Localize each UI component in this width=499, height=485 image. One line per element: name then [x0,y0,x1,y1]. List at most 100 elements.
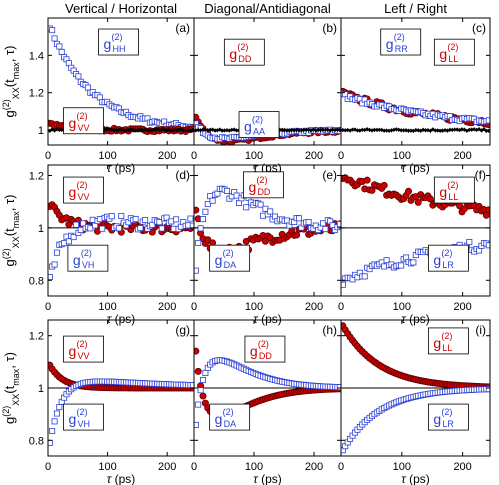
data-point [116,127,121,132]
data-point [194,367,202,375]
legend-subscript: LR [442,260,454,270]
data-point [319,220,326,227]
data-point [267,208,274,215]
data-point [195,240,202,247]
data-point [208,127,213,133]
data-point [367,127,372,133]
data-point [115,225,122,232]
x-axis-label: τ (ps) [401,312,430,326]
data-point [316,127,321,133]
legend-superscript: (2) [77,111,88,121]
x-tick-label: 100 [98,461,116,473]
legend-symbol: g [215,411,223,427]
x-tick-label: 0 [191,301,197,313]
y-tick-label: 1.4 [29,50,44,62]
data-point [293,231,301,239]
data-point [137,225,144,232]
data-point [382,128,387,133]
data-point [405,187,413,195]
y-tick-label: 1 [38,223,44,235]
data-point [145,127,150,133]
data-point [197,387,204,394]
y-axis-label: g(2)XX(tmax, τ) [1,352,21,424]
series-blue-square [341,386,490,454]
legend-subscript: VV [78,192,90,202]
legend-symbol: g [250,343,258,359]
data-point [295,215,302,222]
legend-box: g (2) DD [244,335,286,363]
x-axis-label: τ (ps) [253,472,282,485]
legend-superscript: (2) [447,42,458,52]
data-point [205,128,210,133]
x-tick-label: 200 [305,301,323,313]
data-point [124,128,129,133]
data-point [413,127,418,133]
legend-frame [209,244,251,272]
legend-superscript: (2) [112,32,123,42]
legend-frame [427,327,469,355]
x-tick-label: 200 [453,461,471,473]
legend-box: g (2) LL [433,38,475,66]
data-point [158,225,165,232]
legend-symbol: g [69,343,77,359]
legend-subscript: DA [224,260,237,270]
legend-box: g (2) LR [427,244,469,272]
data-point [159,127,164,132]
data-point [132,216,139,223]
data-point [199,216,206,223]
legend-box: g (2) VV [63,107,104,135]
data-point [197,225,204,232]
data-point [384,128,389,133]
legend-subscript: VV [78,123,90,133]
data-point [189,382,194,389]
legend-symbol: g [104,36,112,52]
data-point [438,128,443,133]
legend-superscript: (2) [256,175,267,185]
legend-frame [209,403,251,431]
data-point [201,127,205,132]
legend-symbol: g [229,46,237,62]
legend-subscript: DD [257,187,270,197]
data-point [133,128,138,133]
series-blue-square [341,90,490,125]
data-point [73,221,80,228]
y-tick-label: 1 [38,125,44,137]
data-point [421,127,426,133]
data-point [391,127,396,133]
data-point [404,128,409,133]
data-point [350,127,355,132]
data-point [467,127,472,133]
legend-subscript: LR [442,419,454,429]
series-red-circle [341,174,490,219]
data-point [213,128,217,133]
data-point [447,127,452,133]
data-point [51,418,58,425]
legend-superscript: (2) [237,42,248,52]
panel-letter: (i) [475,323,486,337]
data-point [398,262,405,269]
data-point [195,401,202,408]
data-point [362,127,367,133]
data-point [118,212,125,219]
data-point [381,263,388,270]
data-point [56,404,63,411]
data-point [204,201,211,208]
data-point [209,197,216,204]
x-tick-label: 100 [245,461,263,473]
data-point [171,127,176,133]
data-point [121,128,126,133]
panel-i: 0 100 200(i)τ (ps)g (2)LLg (2)LR [338,319,491,485]
data-point [229,127,234,133]
x-tick-label: 100 [98,150,116,162]
legend-symbol: g [248,179,256,195]
legend-symbol: g [433,411,441,427]
data-point [457,127,462,133]
x-axis-label: τ (ps) [401,161,430,175]
legend-frame [63,176,104,204]
data-point [48,273,53,280]
data-point [323,127,328,133]
data-point [58,48,65,55]
